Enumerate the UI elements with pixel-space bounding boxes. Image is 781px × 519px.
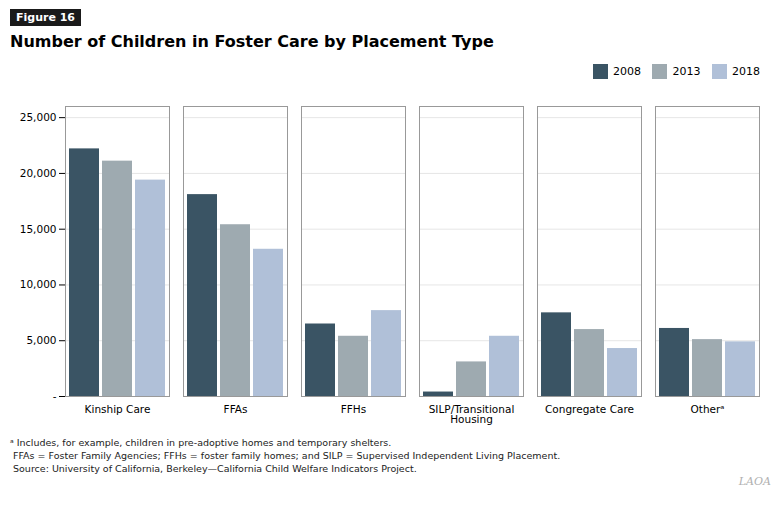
html-text:2013: 2013 bbox=[672, 65, 701, 78]
svg-text:20,000: 20,000 bbox=[20, 166, 57, 178]
svg-text:FFAs: FFAs bbox=[224, 402, 248, 414]
svg-text:15,000: 15,000 bbox=[20, 222, 57, 234]
svg-text:Kinship Care: Kinship Care bbox=[85, 402, 151, 414]
html-text:Source: University of Californ: Source: University of California, Berkel… bbox=[10, 462, 417, 474]
html-text:Number of Children in Foster C: Number of Children in Foster Care by Pla… bbox=[10, 32, 494, 51]
html-text:2018: 2018 bbox=[732, 65, 760, 78]
svg-text:-: - bbox=[53, 389, 57, 401]
svg-text:FFHs: FFHs bbox=[341, 402, 366, 414]
html-text:LAOA: LAOA bbox=[738, 474, 771, 488]
html-text:FFAs = Foster Family Agencies;: FFAs = Foster Family Agencies; FFHs = fo… bbox=[10, 449, 561, 461]
svg-text:Otherᵃ: Otherᵃ bbox=[691, 402, 725, 414]
html-text:2008: 2008 bbox=[613, 65, 641, 78]
html-text:ᵃ Includes, for example, child: ᵃ Includes, for example, children in pre… bbox=[10, 436, 392, 448]
svg-text:5,000: 5,000 bbox=[26, 334, 56, 346]
svg-text:10,000: 10,000 bbox=[20, 278, 57, 290]
html-text:Figure 16: Figure 16 bbox=[16, 11, 75, 24]
svg-text:SILP/TransitionalHousing: SILP/TransitionalHousing bbox=[429, 402, 515, 425]
svg-text:Congregate Care: Congregate Care bbox=[545, 402, 634, 414]
svg-text:25,000: 25,000 bbox=[20, 111, 57, 123]
